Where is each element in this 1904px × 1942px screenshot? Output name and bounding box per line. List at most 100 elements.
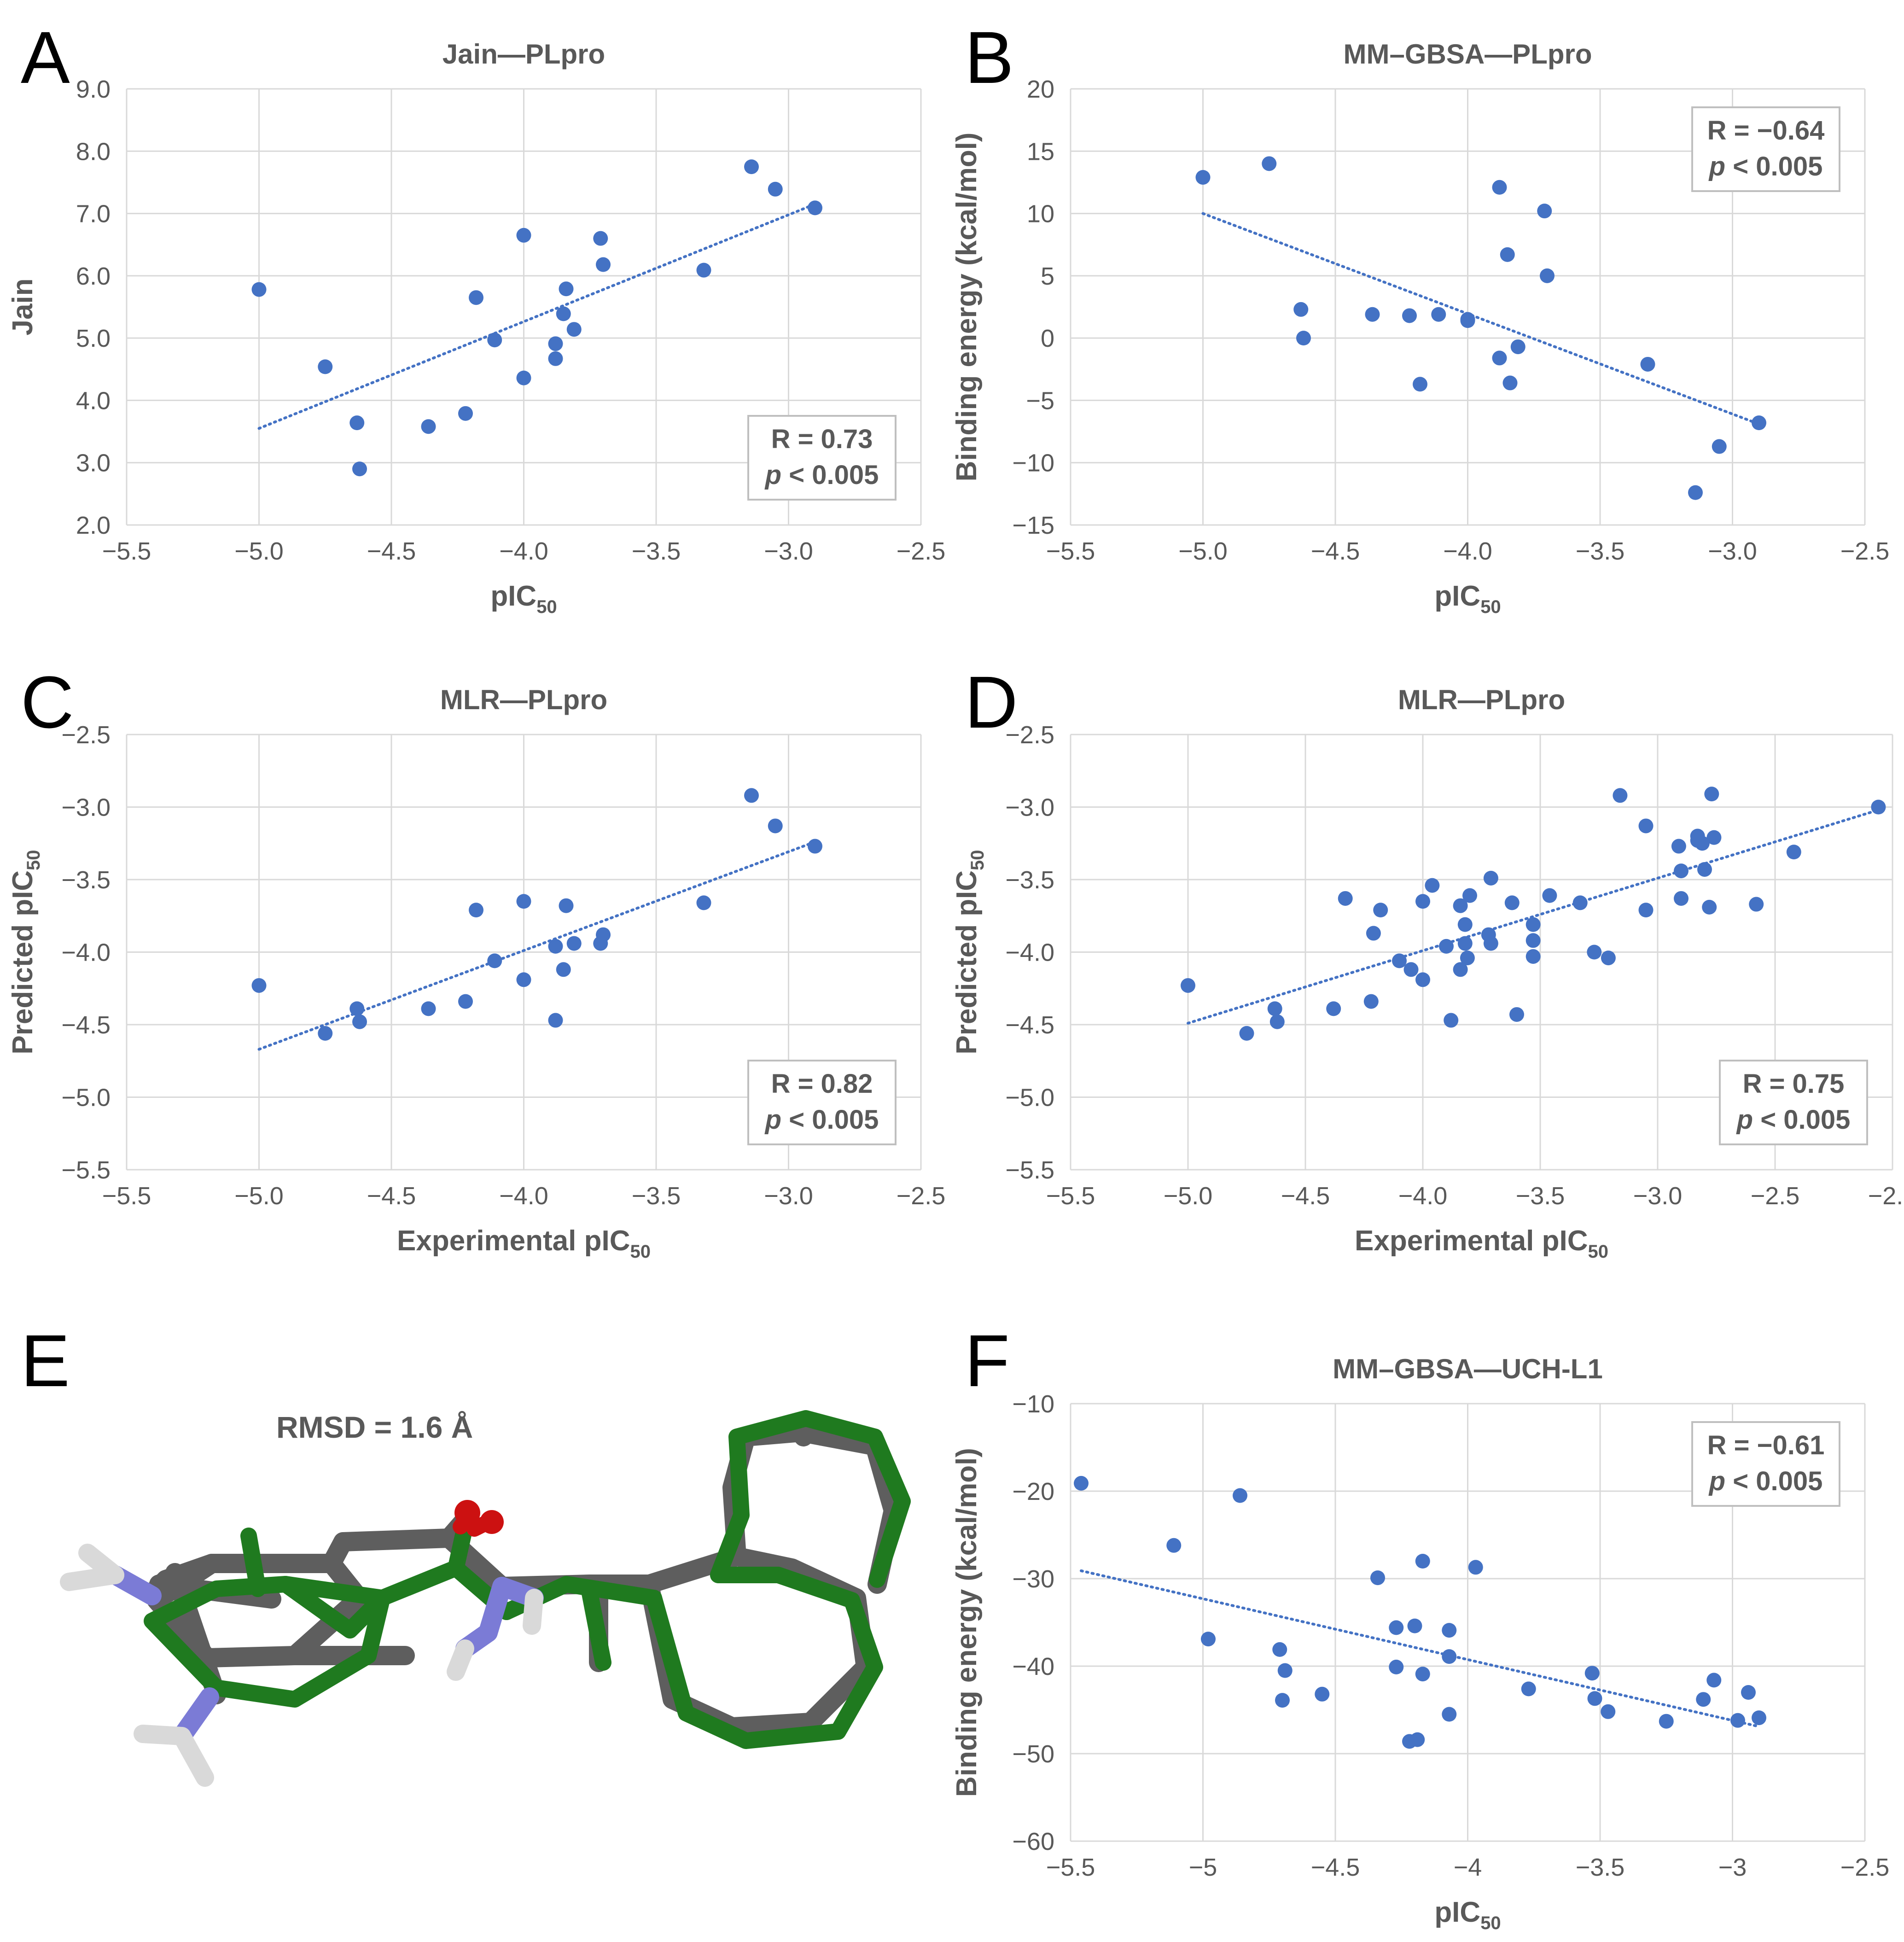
chart-d-r-value: R = 0.75	[1743, 1069, 1845, 1099]
chart-f-point	[1584, 1666, 1600, 1681]
chart-a-r-value: R = 0.73	[771, 424, 873, 454]
chart-f-y-tick-label: −20	[1012, 1478, 1054, 1505]
chart-c-x-tick-label: −3.0	[764, 1182, 813, 1210]
chart-c-y-tick-label: −5.0	[61, 1084, 111, 1112]
chart-d-x-tick-label: −5.5	[1046, 1182, 1095, 1210]
chart-c-point	[768, 818, 783, 834]
chart-d-x-tick-label: −2.5	[1751, 1182, 1800, 1210]
chart-d-point	[1366, 926, 1381, 941]
chart-b-x-tick-label: −5.5	[1046, 537, 1095, 565]
chart-a-x-axis-label: pIC50	[490, 580, 557, 617]
chart-d-point	[1483, 870, 1498, 886]
chart-c-x-tick-label: −4.0	[499, 1182, 548, 1210]
chart-f-y-tick-label: −60	[1012, 1828, 1054, 1855]
chart-f-r-value: R = −0.61	[1707, 1430, 1825, 1460]
chart-b-point	[1492, 350, 1507, 366]
chart-f-x-tick-label: −4.5	[1311, 1854, 1360, 1881]
chart-b-point	[1500, 247, 1515, 262]
chart-b-point	[1640, 356, 1655, 372]
chart-c-point	[487, 953, 502, 968]
chart-f-title: MM–GBSA—UCH-L1	[1333, 1353, 1603, 1384]
chart-b-point	[1537, 204, 1552, 219]
chart-a-point	[566, 322, 582, 337]
chart-a-y-tick-label: 7.0	[76, 200, 111, 228]
chart-f-point	[1442, 1707, 1457, 1722]
chart-c-point	[352, 1014, 367, 1029]
chart-b-x-tick-label: −4.5	[1311, 537, 1360, 565]
chart-c-point	[808, 839, 822, 854]
chart-c-trendline	[257, 840, 816, 1051]
chart-b-mmgbsa-plpro: MM–GBSA—PLpro −5.5 −5.0 −4.5 −4.0 −3.5 −3.0 −2.…	[951, 39, 1889, 617]
chart-d-x-tick-label: −3.5	[1516, 1182, 1565, 1210]
chart-f-point	[1659, 1714, 1674, 1729]
chart-a-point	[559, 281, 574, 297]
chart-b-r-value: R = −0.64	[1707, 116, 1825, 146]
chart-c-point	[469, 903, 483, 918]
chart-a-point	[349, 415, 365, 431]
chart-c-point	[516, 894, 531, 909]
chart-c-x-tick-label: −4.5	[367, 1182, 416, 1210]
chart-c-x-axis-label: Experimental pIC50	[397, 1225, 651, 1262]
chart-b-y-tick-label: −10	[1012, 449, 1054, 477]
chart-c-point	[516, 972, 531, 987]
chart-d-point	[1239, 1026, 1254, 1041]
chart-a-title: Jain—PLpro	[443, 39, 605, 70]
chart-d-point	[1638, 903, 1654, 918]
chart-a-stats-box	[747, 415, 897, 501]
chart-d-y-tick-label: −3.0	[1005, 794, 1054, 822]
chart-a-jain-plpro: Jain—PLpro −5.5 −5.0 −4.5 −4.0 −3.5 −3.0 −2.5 2.…	[7, 39, 945, 617]
chart-b-x-axis-label: pIC50	[1434, 580, 1501, 617]
oxygen-atom	[454, 1500, 480, 1526]
chart-a-point	[548, 336, 563, 351]
chart-b-point	[1402, 308, 1417, 323]
chart-f-point	[1277, 1663, 1293, 1678]
chart-c-point	[559, 898, 574, 913]
chart-b-point	[1365, 307, 1380, 322]
chart-a-point	[768, 181, 783, 197]
chart-d-x-tick-label: −5.0	[1164, 1182, 1213, 1210]
panel-letter-a: A	[21, 16, 70, 99]
chart-f-point	[1407, 1618, 1422, 1633]
chart-a-x-tick-label: −3.5	[632, 537, 681, 565]
chart-a-point	[516, 227, 531, 243]
chart-d-point	[1457, 917, 1473, 932]
chart-b-x-tick-label: −3.5	[1576, 537, 1625, 565]
chart-a-point	[421, 419, 436, 434]
chart-b-p-value: p < 0.005	[1708, 152, 1823, 181]
chart-f-y-tick-label: −40	[1012, 1653, 1054, 1680]
chart-f-point	[1706, 1673, 1722, 1688]
chart-c-point	[318, 1026, 333, 1041]
chart-d-point	[1638, 818, 1654, 834]
chart-f-point	[1752, 1710, 1766, 1726]
chart-b-y-tick-label: 0	[1041, 325, 1054, 352]
chart-a-point	[808, 200, 822, 216]
panel-letter-e: E	[21, 1319, 70, 1402]
chart-d-point	[1697, 862, 1712, 877]
chart-d-x-tick-label: −2.0	[1868, 1182, 1904, 1210]
chart-a-p-value: p < 0.005	[764, 460, 879, 490]
chart-d-point	[1706, 830, 1722, 845]
chart-f-point	[1468, 1560, 1483, 1575]
chart-d-point	[1363, 994, 1379, 1009]
chart-f-point	[1442, 1649, 1457, 1664]
chart-f-point	[1730, 1713, 1745, 1728]
chart-d-point	[1601, 951, 1616, 966]
chart-f-mmgbsa-uchl1: MM–GBSA—UCH-L1 −5.5 −5 −4.5 −4 −3.5 −3 −2.5 −60 −…	[951, 1353, 1889, 1933]
chart-a-point	[596, 257, 611, 272]
chart-d-point	[1181, 978, 1195, 993]
chart-d-point	[1326, 1001, 1341, 1016]
chart-c-stats-box	[747, 1060, 897, 1145]
chart-a-point	[251, 282, 267, 297]
chart-d-point	[1338, 891, 1353, 906]
chart-a-point	[548, 351, 563, 366]
chart-a-y-tick-label: 6.0	[76, 262, 111, 290]
chart-d-point	[1403, 962, 1419, 977]
chart-a-x-tick-label: −4.0	[499, 537, 548, 565]
chart-c-y-axis-label: Predicted pIC50	[7, 850, 44, 1054]
chart-d-point	[1392, 953, 1407, 968]
chart-a-point	[469, 290, 483, 305]
chart-a-point	[744, 159, 759, 175]
chart-c-point	[458, 994, 473, 1009]
chart-d-point	[1425, 878, 1440, 893]
chart-d-y-tick-label: −5.5	[1005, 1156, 1054, 1184]
